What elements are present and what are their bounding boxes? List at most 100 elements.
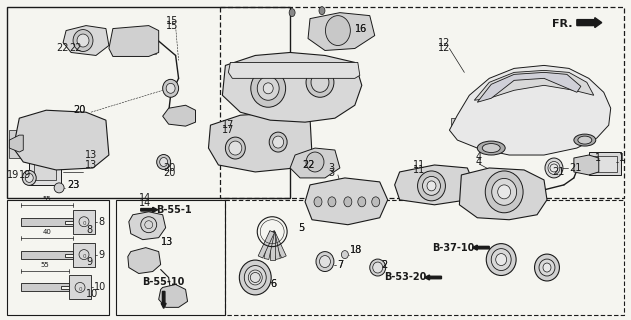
Text: 5: 5 (298, 223, 304, 233)
Polygon shape (477, 72, 581, 102)
Text: 8: 8 (98, 217, 104, 227)
Text: 20: 20 (73, 105, 85, 115)
Ellipse shape (306, 68, 334, 97)
Bar (225, 200, 623, 315)
Text: 9: 9 (86, 257, 92, 267)
Bar (34, 160, 56, 180)
Ellipse shape (498, 185, 510, 199)
Ellipse shape (370, 259, 386, 276)
Bar (116, 31, 156, 54)
Text: 22: 22 (57, 44, 69, 53)
Text: 0: 0 (82, 221, 86, 226)
Text: 17: 17 (222, 125, 235, 135)
Polygon shape (459, 168, 547, 220)
Polygon shape (264, 231, 274, 260)
Ellipse shape (423, 176, 440, 195)
Ellipse shape (543, 263, 551, 272)
Text: 3: 3 (328, 163, 334, 173)
Ellipse shape (319, 7, 325, 15)
Text: 2: 2 (382, 260, 388, 269)
Ellipse shape (273, 136, 284, 148)
Text: 0: 0 (82, 254, 86, 259)
Polygon shape (305, 178, 387, 225)
Text: B-53-20: B-53-20 (384, 273, 427, 283)
Ellipse shape (306, 152, 324, 172)
Polygon shape (270, 231, 286, 258)
Ellipse shape (341, 251, 348, 259)
Text: 6: 6 (270, 279, 276, 290)
Ellipse shape (163, 79, 179, 97)
Polygon shape (109, 26, 158, 56)
Bar (9, 130, 32, 158)
Text: 19: 19 (20, 170, 32, 180)
Polygon shape (9, 135, 23, 152)
Ellipse shape (316, 252, 334, 271)
Ellipse shape (251, 69, 286, 107)
Polygon shape (222, 52, 362, 122)
Text: 13: 13 (85, 150, 97, 160)
Polygon shape (208, 112, 312, 172)
Text: 21: 21 (552, 167, 564, 177)
Text: 9: 9 (98, 250, 104, 260)
Text: 13: 13 (85, 160, 97, 170)
Ellipse shape (373, 262, 383, 273)
Text: 22: 22 (302, 160, 315, 170)
Ellipse shape (492, 179, 517, 205)
Ellipse shape (311, 72, 329, 92)
Text: 21: 21 (569, 163, 581, 173)
Ellipse shape (534, 254, 560, 281)
Polygon shape (13, 110, 109, 170)
Ellipse shape (244, 266, 266, 289)
Ellipse shape (358, 197, 366, 207)
Ellipse shape (372, 197, 380, 207)
FancyArrow shape (141, 207, 158, 212)
Ellipse shape (77, 34, 89, 47)
Ellipse shape (229, 141, 242, 155)
Ellipse shape (269, 132, 287, 152)
Ellipse shape (166, 83, 175, 93)
Polygon shape (449, 65, 611, 155)
Polygon shape (21, 284, 69, 292)
Polygon shape (270, 231, 280, 260)
Ellipse shape (22, 171, 36, 185)
Text: 55: 55 (43, 196, 52, 202)
Text: 11: 11 (413, 165, 425, 175)
Ellipse shape (539, 259, 555, 276)
Polygon shape (163, 105, 196, 126)
Text: 13: 13 (161, 237, 173, 247)
FancyArrow shape (577, 18, 602, 28)
Polygon shape (574, 155, 599, 175)
Polygon shape (128, 248, 161, 274)
Text: 20: 20 (163, 163, 176, 173)
Ellipse shape (25, 173, 33, 182)
Text: 12: 12 (437, 43, 450, 52)
Text: 7: 7 (337, 260, 343, 269)
Ellipse shape (344, 197, 352, 207)
Text: 23: 23 (67, 180, 80, 190)
Ellipse shape (248, 270, 262, 285)
Text: 23: 23 (67, 180, 80, 190)
Text: 18: 18 (350, 244, 362, 255)
Bar (220, 7, 623, 198)
Polygon shape (394, 165, 475, 205)
FancyArrow shape (425, 275, 442, 280)
Text: 1: 1 (618, 153, 625, 163)
Polygon shape (269, 232, 274, 260)
Text: 20: 20 (163, 168, 176, 178)
Text: 19: 19 (7, 170, 20, 180)
Text: 16: 16 (355, 24, 367, 34)
Ellipse shape (485, 171, 523, 213)
Text: 22: 22 (302, 160, 315, 170)
Text: 5: 5 (298, 223, 304, 233)
Ellipse shape (427, 181, 436, 191)
Text: 14: 14 (139, 198, 151, 208)
Text: 18: 18 (350, 244, 362, 255)
Text: 1: 1 (595, 153, 601, 163)
Ellipse shape (319, 256, 331, 268)
Text: 40: 40 (43, 229, 52, 235)
Text: 6: 6 (270, 279, 276, 290)
Polygon shape (158, 284, 187, 307)
Polygon shape (475, 70, 594, 100)
Polygon shape (21, 218, 73, 226)
Ellipse shape (239, 260, 271, 295)
